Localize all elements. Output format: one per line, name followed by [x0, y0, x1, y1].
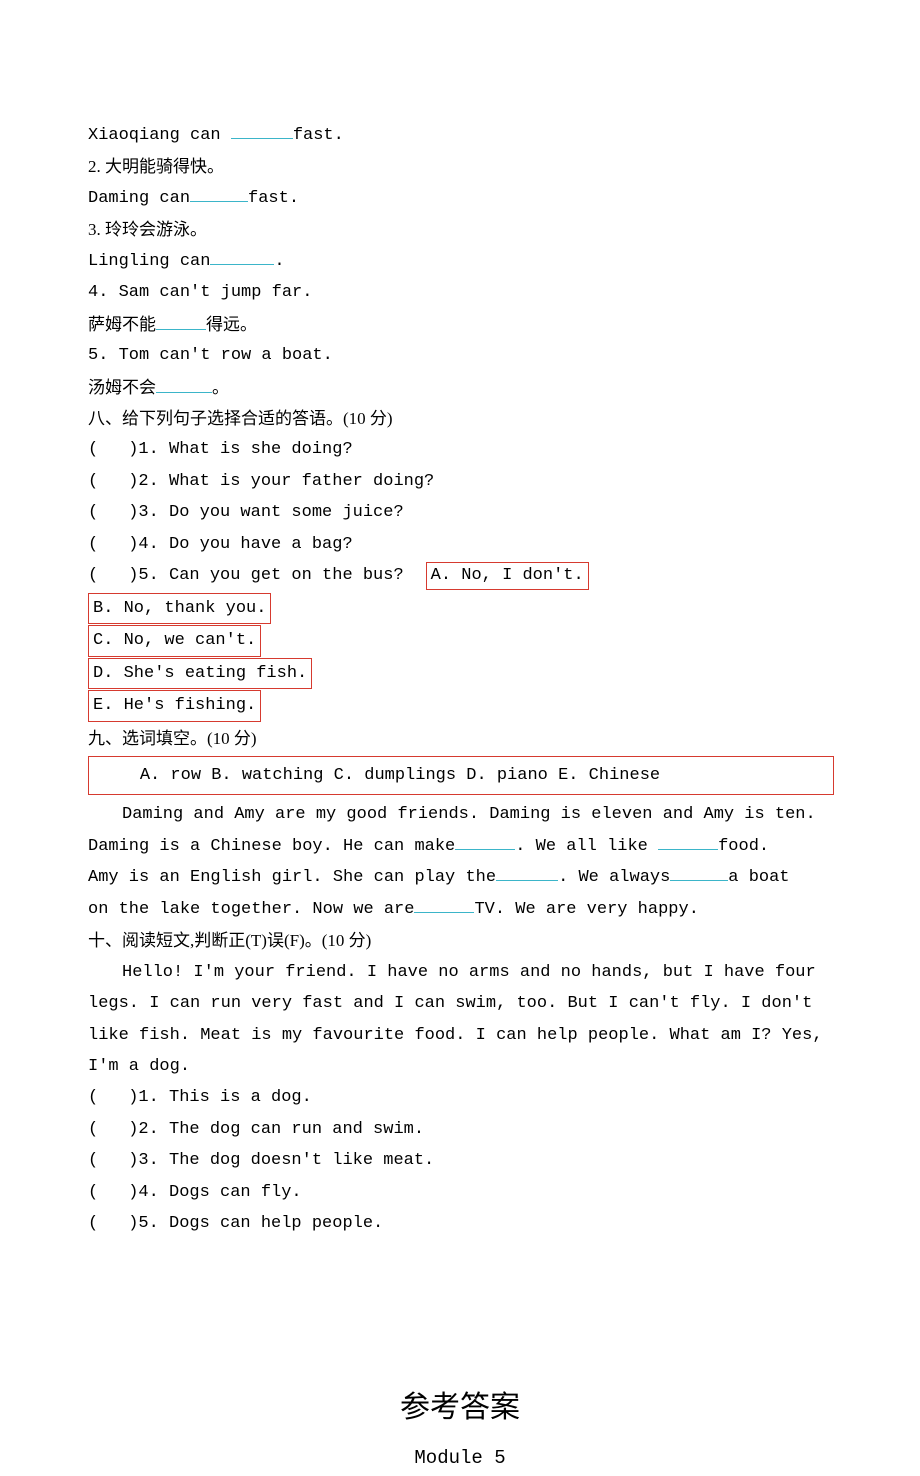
paren-open: (	[88, 566, 98, 585]
ll-post: .	[274, 252, 284, 271]
q5-cn-pre: 汤姆不会	[88, 378, 156, 397]
sec9-title: 九、选词填空。(10 分)	[88, 723, 832, 754]
sec8-title: 八、给下列句子选择合适的答语。(10 分)	[88, 403, 832, 434]
sec8-optA: A. No, I don't.	[426, 562, 589, 590]
intro-q5-cn: 汤姆不会 。	[88, 372, 832, 403]
q2-text: )2. What is your father doing?	[128, 472, 434, 491]
q3-text: )3. Do you want some juice?	[128, 503, 403, 522]
sec10-q2: ( )2. The dog can run and swim.	[88, 1114, 832, 1145]
answers-sub: Module 5	[88, 1441, 832, 1476]
p3b: . We always	[558, 868, 670, 887]
paren-open: (	[88, 1120, 98, 1139]
intro-ll: Lingling can.	[88, 246, 832, 277]
paren-open: (	[88, 472, 98, 491]
intro-q4-en: 4. Sam can't jump far.	[88, 277, 832, 308]
blank	[190, 184, 248, 202]
q1-text: )1. What is she doing?	[128, 440, 352, 459]
q1-text: )1. This is a dog.	[128, 1088, 312, 1107]
sec10-para4: I'm a dog.	[88, 1051, 832, 1082]
dm-post: fast.	[248, 189, 299, 208]
intro-q3-cn: 3. 玲玲会游泳。	[88, 214, 832, 245]
q4-cn-post: 得远。	[206, 315, 257, 334]
sec8-optE: E. He's fishing.	[88, 690, 261, 722]
paren-open: (	[88, 1214, 98, 1233]
paren-open: (	[88, 503, 98, 522]
paren-open: (	[88, 440, 98, 459]
blank	[156, 375, 212, 393]
sec9-options-text: A. row B. watching C. dumplings D. piano…	[140, 766, 660, 785]
sec8-optB: B. No, thank you.	[88, 593, 271, 625]
sec10-q1: ( )1. This is a dog.	[88, 1082, 832, 1113]
blank	[156, 312, 206, 330]
sec10-q3: ( )3. The dog doesn't like meat.	[88, 1145, 832, 1176]
answers-title: 参考答案	[88, 1380, 832, 1436]
q3-text: )3. The dog doesn't like meat.	[128, 1151, 434, 1170]
ll-pre: Lingling can	[88, 252, 210, 271]
sec8-optD: D. She's eating fish.	[88, 658, 312, 690]
sec8-q1: ( )1. What is she doing?	[88, 434, 832, 465]
sec8-optC: C. No, we can't.	[88, 625, 261, 657]
sec8-q3: ( )3. Do you want some juice?	[88, 497, 832, 528]
sec10-para3: like fish. Meat is my favourite food. I …	[88, 1020, 832, 1051]
q4-cn-pre: 萨姆不能	[88, 315, 156, 334]
blank	[231, 121, 293, 139]
intro-dm: Daming can fast.	[88, 183, 832, 214]
intro-q5-en: 5. Tom can't row a boat.	[88, 340, 832, 371]
sec8-q4: ( )4. Do you have a bag?	[88, 529, 832, 560]
blank	[496, 863, 558, 881]
paren-open: (	[88, 1183, 98, 1202]
blank	[210, 247, 274, 265]
q4-text: )4. Dogs can fly.	[128, 1183, 301, 1202]
q5-text: )5. Can you get on the bus?	[128, 566, 403, 585]
blank	[670, 863, 728, 881]
p3c: a boat	[728, 868, 789, 887]
sec10-q5: ( )5. Dogs can help people.	[88, 1208, 832, 1239]
p4b: TV. We are very happy.	[474, 900, 698, 919]
paren-open: (	[88, 535, 98, 554]
paren-open: (	[88, 1151, 98, 1170]
intro-q2-cn: 2. 大明能骑得快。	[88, 151, 832, 182]
p2b: . We all like	[515, 837, 658, 856]
blank	[414, 895, 474, 913]
xq-pre: Xiaoqiang can	[88, 126, 231, 145]
intro-xq: Xiaoqiang can fast.	[88, 120, 832, 151]
sec8-q2: ( )2. What is your father doing?	[88, 466, 832, 497]
sec10-title: 十、阅读短文,判断正(T)误(F)。(10 分)	[88, 925, 832, 956]
sec10-q4: ( )4. Dogs can fly.	[88, 1177, 832, 1208]
q5-cn-post: 。	[212, 378, 229, 397]
q4-text: )4. Do you have a bag?	[128, 535, 352, 554]
sec10-para1: Hello! I'm your friend. I have no arms a…	[88, 957, 832, 988]
sec9-options: A. row B. watching C. dumplings D. piano…	[88, 756, 834, 795]
sec9-p1: Daming and Amy are my good friends. Dami…	[88, 799, 832, 830]
p4a: on the lake together. Now we are	[88, 900, 414, 919]
q5-text: )5. Dogs can help people.	[128, 1214, 383, 1233]
blank	[455, 832, 515, 850]
p2c: food.	[718, 837, 769, 856]
dm-pre: Daming can	[88, 189, 190, 208]
sec8-q5-row: ( )5. Can you get on the bus? A. No, I do…	[88, 560, 832, 591]
sec9-p2: Daming is a Chinese boy. He can make . We…	[88, 831, 832, 862]
q2-text: )2. The dog can run and swim.	[128, 1120, 424, 1139]
paren-open: (	[88, 1088, 98, 1107]
sec9-p4: on the lake together. Now we are TV. We a…	[88, 894, 832, 925]
intro-q4-cn: 萨姆不能 得远。	[88, 309, 832, 340]
xq-post: fast.	[293, 126, 344, 145]
p3a: Amy is an English girl. She can play the	[88, 868, 496, 887]
sec8-q5: ( )5. Can you get on the bus?	[88, 560, 404, 591]
blank	[658, 832, 718, 850]
sec9-p3: Amy is an English girl. She can play the…	[88, 862, 832, 893]
sec10-para2: legs. I can run very fast and I can swim…	[88, 988, 832, 1019]
p2a: Daming is a Chinese boy. He can make	[88, 837, 455, 856]
